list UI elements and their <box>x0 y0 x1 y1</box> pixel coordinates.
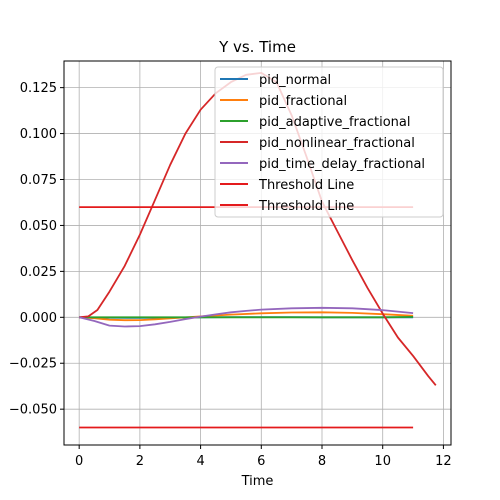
chart-title: Y vs. Time <box>218 38 296 56</box>
x-tick-label: 6 <box>257 454 265 469</box>
legend-label: pid_normal <box>259 73 331 88</box>
legend-label: pid_nonlinear_fractional <box>259 136 415 151</box>
legend-label: Threshold Line <box>258 178 354 193</box>
x-tick-label: 12 <box>435 454 452 469</box>
y-tick-label: 0.100 <box>20 127 57 142</box>
legend-label: pid_time_delay_fractional <box>259 157 425 172</box>
x-axis-title: Time <box>241 474 274 489</box>
legend-box <box>214 66 444 218</box>
series-line-4 <box>78 306 414 328</box>
y-tick-label: 0.025 <box>20 265 57 280</box>
legend-label: pid_fractional <box>259 94 347 109</box>
y-tick-label: −0.050 <box>9 403 57 418</box>
x-tick-label: 2 <box>136 454 144 469</box>
x-tick-label: 8 <box>318 454 326 469</box>
legend-items: pid_normal pid_fractional pid_adaptive_fra… <box>220 73 425 214</box>
x-tick-label: 10 <box>374 454 391 469</box>
x-tick-label: 4 <box>196 454 204 469</box>
y-tick-label: 0.050 <box>20 219 57 234</box>
plot-area-frame <box>63 60 452 446</box>
y-tick-label: 0.125 <box>20 81 57 96</box>
y-tick-label: 0.075 <box>20 173 57 188</box>
y-axis-ticks: −0.050 −0.025 0.000 0.025 0.050 0.075 0.100 0.1… <box>9 81 64 418</box>
y-tick-label: −0.025 <box>9 357 57 372</box>
legend: pid_normal pid_fractional pid_adaptive_fra… <box>214 66 444 218</box>
x-tick-label: 0 <box>75 454 83 469</box>
legend-label: pid_adaptive_fractional <box>259 115 410 130</box>
x-axis-ticks: 0 2 4 6 8 10 12 <box>75 445 452 469</box>
y-tick-label: 0.000 <box>20 311 57 326</box>
legend-label: Threshold Line <box>258 199 354 214</box>
